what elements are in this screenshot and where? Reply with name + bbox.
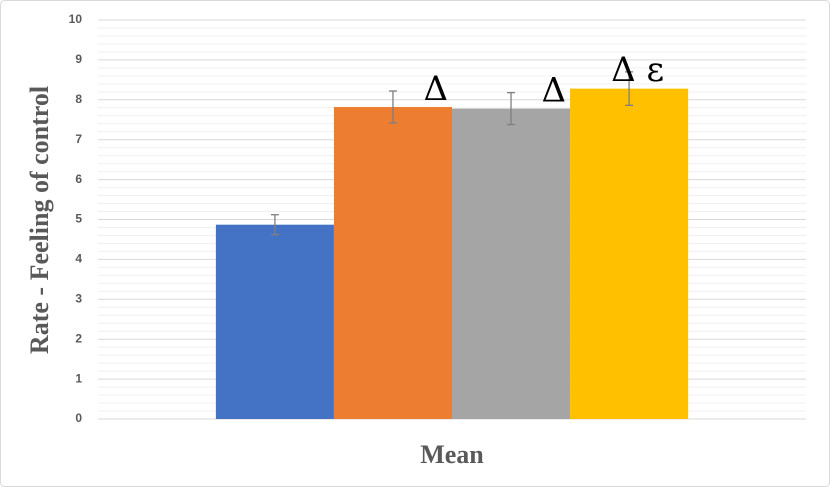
bar [570, 88, 689, 420]
y-tick-label: 3 [75, 291, 82, 305]
y-tick-label: 1 [75, 371, 82, 385]
y-tick-label: 2 [75, 331, 82, 345]
error-bar [507, 91, 516, 126]
y-tick-label: 5 [75, 212, 82, 226]
annotation: Δ ε [611, 50, 664, 90]
y-tick-label: 9 [75, 52, 82, 66]
error-bar [270, 214, 279, 236]
y-tick-label: 0 [75, 411, 82, 425]
x-tick-label: Mean [420, 440, 484, 469]
bar [452, 108, 571, 419]
y-tick-label: 7 [75, 132, 82, 146]
y-tick-label: 6 [75, 172, 82, 186]
annotation: Δ [541, 71, 566, 111]
error-bar [388, 90, 397, 124]
error-bar [625, 71, 634, 107]
y-tick-label: 8 [75, 92, 82, 106]
y-tick-label: 10 [69, 12, 83, 26]
bar [333, 106, 452, 420]
bar [215, 224, 334, 419]
y-tick-label: 4 [75, 252, 82, 266]
annotation: Δ [423, 69, 448, 109]
y-axis-title: Rate - Feeling of control [25, 86, 54, 354]
